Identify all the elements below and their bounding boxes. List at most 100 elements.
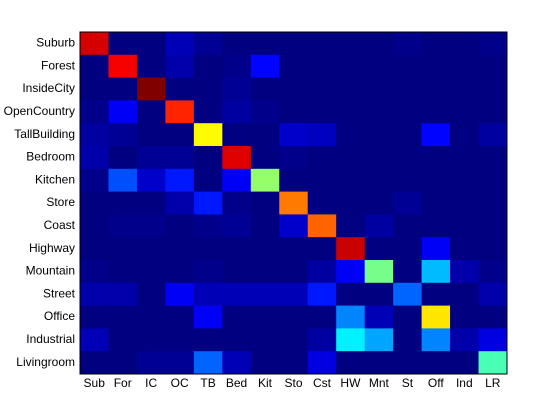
heatmap-cell (450, 191, 480, 215)
heatmap-cell (222, 260, 252, 284)
heatmap-cell (478, 351, 508, 375)
heatmap-cell (364, 282, 394, 307)
x-tick-label: HW (340, 376, 361, 390)
heatmap-cell (279, 305, 309, 329)
heatmap-cell (307, 146, 337, 170)
heatmap-cell (193, 214, 223, 238)
heatmap-cell (478, 32, 508, 56)
y-tick-label: Livingroom (16, 355, 75, 369)
x-tick-label: For (114, 376, 132, 390)
heatmap-cell (80, 237, 109, 261)
heatmap-cell (165, 214, 195, 238)
heatmap-cell (136, 260, 166, 284)
heatmap-cell (364, 305, 394, 329)
heatmap-cell (279, 32, 309, 56)
heatmap-cell (393, 77, 423, 101)
heatmap-cell (307, 351, 337, 375)
heatmap-cell (80, 191, 109, 215)
y-tick-label: Office (44, 309, 75, 323)
heatmap-cell (421, 305, 451, 329)
heatmap-cell (421, 214, 451, 238)
heatmap-cell (279, 351, 309, 375)
heatmap-cell (250, 260, 280, 284)
heatmap-cell (165, 32, 195, 56)
heatmap-cell (80, 328, 109, 352)
heatmap-cell (478, 168, 508, 193)
heatmap-cell (364, 214, 394, 238)
heatmap-cell (136, 123, 166, 147)
heatmap-cell (222, 351, 252, 375)
heatmap-cell (250, 305, 280, 329)
heatmap-cell (250, 237, 280, 261)
heatmap-cell (80, 123, 109, 147)
heatmap-cell (478, 282, 508, 307)
heatmap-cell (307, 123, 337, 147)
heatmap-cell (421, 191, 451, 215)
heatmap-cell (450, 328, 480, 352)
heatmap-cell (307, 328, 337, 352)
heatmap-cell (222, 282, 252, 307)
heatmap-cell (421, 54, 451, 79)
x-tick-label: Sto (284, 376, 302, 390)
heatmap-cell (421, 237, 451, 261)
heatmap-cell (478, 237, 508, 261)
x-tick-label: OC (171, 376, 189, 390)
x-tick-label: Cst (313, 376, 332, 390)
heatmap-cell (165, 260, 195, 284)
heatmap-cell (80, 305, 109, 329)
heatmap-cell (136, 328, 166, 352)
heatmap-cell (250, 54, 280, 79)
heatmap-cell (250, 282, 280, 307)
y-tick-label: Bedroom (26, 150, 75, 164)
heatmap-cell (108, 168, 138, 193)
heatmap-cell (450, 351, 480, 375)
heatmap-cell (478, 146, 508, 170)
x-tick-label: Sub (84, 376, 106, 390)
heatmap-cell (222, 100, 252, 124)
heatmap-cell (222, 168, 252, 193)
heatmap-cell (336, 168, 366, 193)
heatmap-cell (279, 328, 309, 352)
heatmap-cell (307, 282, 337, 307)
heatmap-cell (364, 168, 394, 193)
heatmap-cell (165, 237, 195, 261)
heatmap-cell (193, 328, 223, 352)
heatmap-cell (222, 77, 252, 101)
heatmap-cell (80, 54, 109, 79)
heatmap-cell (336, 100, 366, 124)
heatmap-cell (279, 237, 309, 261)
heatmap-cell (307, 168, 337, 193)
heatmap-cell (336, 328, 366, 352)
heatmap-cell (336, 237, 366, 261)
heatmap-cell (450, 282, 480, 307)
heatmap-cell (421, 77, 451, 101)
heatmap-cell (222, 191, 252, 215)
heatmap-cell (364, 351, 394, 375)
heatmap-cell (450, 168, 480, 193)
heatmap-cell (307, 54, 337, 79)
heatmap-cell (336, 77, 366, 101)
heatmap-cell (222, 328, 252, 352)
heatmap-cell (478, 328, 508, 352)
heatmap-cell (279, 54, 309, 79)
heatmap-cell (80, 351, 109, 375)
x-tick-label: TB (200, 376, 215, 390)
heatmap-cell (307, 191, 337, 215)
heatmap-cell (450, 260, 480, 284)
heatmap-cell (336, 260, 366, 284)
heatmap-cell (421, 123, 451, 147)
heatmap-cell (136, 191, 166, 215)
heatmap-cell (250, 146, 280, 170)
heatmap-cell (393, 54, 423, 79)
heatmap-cell (108, 100, 138, 124)
heatmap-cell (222, 305, 252, 329)
y-tick-label: Kitchen (35, 172, 75, 186)
heatmap-cell (108, 260, 138, 284)
heatmap-cell (421, 260, 451, 284)
y-tick-label: Mountain (26, 264, 75, 278)
heatmap-cell (193, 351, 223, 375)
heatmap-cell (108, 305, 138, 329)
heatmap-cell (165, 77, 195, 101)
x-tick-label: Kit (258, 376, 273, 390)
heatmap-cell (279, 146, 309, 170)
